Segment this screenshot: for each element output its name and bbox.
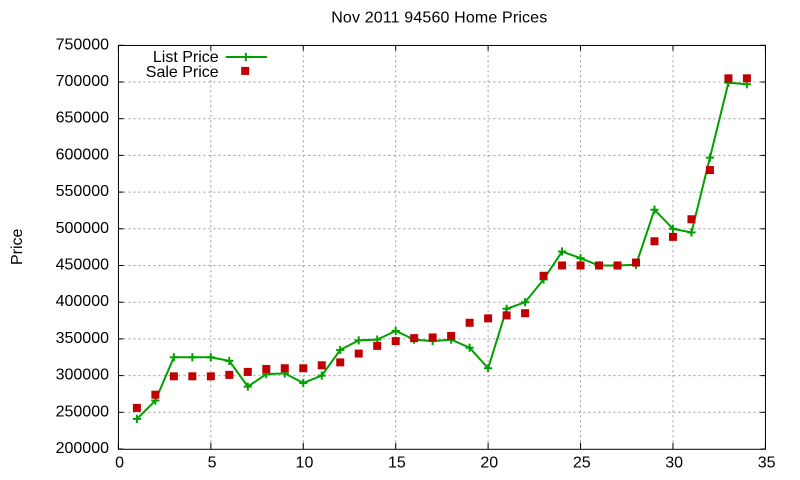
svg-text:35: 35 <box>758 455 776 472</box>
svg-text:20: 20 <box>480 455 498 472</box>
svg-text:Price: Price <box>9 228 26 265</box>
svg-text:30: 30 <box>665 455 683 472</box>
svg-text:450000: 450000 <box>56 257 109 274</box>
svg-text:700000: 700000 <box>56 73 109 90</box>
svg-text:15: 15 <box>388 455 406 472</box>
svg-text:0: 0 <box>115 455 124 472</box>
svg-text:10: 10 <box>296 455 314 472</box>
svg-text:List Price: List Price <box>153 49 219 66</box>
svg-text:350000: 350000 <box>56 330 109 347</box>
svg-text:250000: 250000 <box>56 403 109 420</box>
svg-text:400000: 400000 <box>56 293 109 310</box>
svg-text:300000: 300000 <box>56 367 109 384</box>
svg-text:25: 25 <box>573 455 591 472</box>
svg-text:750000: 750000 <box>56 36 109 53</box>
svg-text:650000: 650000 <box>56 110 109 127</box>
svg-text:Nov 2011 94560 Home Prices: Nov 2011 94560 Home Prices <box>331 9 547 26</box>
svg-text:550000: 550000 <box>56 183 109 200</box>
svg-text:200000: 200000 <box>56 440 109 457</box>
svg-text:600000: 600000 <box>56 146 109 163</box>
svg-text:5: 5 <box>208 455 217 472</box>
svg-text:Sale Price: Sale Price <box>146 64 219 81</box>
svg-text:500000: 500000 <box>56 220 109 237</box>
